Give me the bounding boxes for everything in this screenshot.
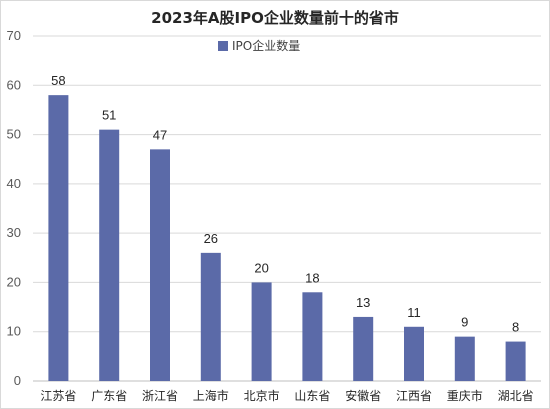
bar	[454, 336, 475, 381]
y-tick-label: 60	[7, 77, 21, 92]
bar	[99, 129, 120, 381]
y-tick-label: 50	[7, 127, 21, 142]
data-label: 9	[461, 315, 468, 330]
x-category-label: 上海市	[193, 388, 229, 403]
y-tick-label: 30	[7, 225, 21, 240]
bar	[48, 95, 69, 382]
bar	[302, 292, 323, 381]
data-label: 18	[305, 270, 319, 285]
bar	[200, 252, 221, 381]
x-category-label: 北京市	[244, 388, 280, 403]
x-category-label: 江苏省	[40, 389, 76, 403]
y-tick-label: 70	[7, 28, 21, 43]
x-category-label: 广东省	[91, 389, 127, 403]
x-category-label: 重庆市	[447, 388, 483, 403]
data-label: 51	[102, 108, 116, 123]
bar	[150, 149, 170, 381]
bar	[353, 316, 374, 381]
data-labels: 58 51 47 26 20 18 13 11 9 8	[51, 73, 519, 334]
bar	[251, 282, 272, 381]
y-tick-label: 40	[7, 176, 21, 191]
bar	[404, 326, 424, 381]
y-axis-ticks: 0 10 20 30 40 50 60 70	[7, 28, 21, 388]
data-label: 8	[512, 320, 519, 335]
bars	[48, 95, 526, 382]
legend-label: IPO企业数量	[232, 38, 300, 53]
x-axis-categories: 江苏省 广东省 浙江省 上海市 北京市 山东省 安徽省 江西省 重庆市 湖北省	[40, 388, 533, 403]
chart-title: 2023年A股IPO企业数量前十的省市	[151, 9, 399, 27]
x-category-label: 湖北省	[498, 388, 534, 403]
data-label: 11	[407, 305, 421, 320]
x-category-label: 江西省	[396, 389, 432, 403]
data-label: 13	[356, 295, 370, 310]
x-category-label: 浙江省	[142, 389, 178, 403]
data-label: 58	[51, 73, 65, 88]
legend: IPO企业数量	[218, 38, 300, 53]
data-label: 26	[204, 231, 218, 246]
data-label: 20	[254, 260, 268, 275]
bar	[505, 341, 526, 381]
legend-swatch	[218, 41, 228, 51]
y-tick-label: 10	[7, 324, 21, 339]
x-category-label: 山东省	[294, 389, 330, 403]
y-tick-label: 0	[14, 373, 21, 388]
x-category-label: 安徽省	[345, 388, 381, 403]
data-label: 47	[153, 127, 167, 142]
y-tick-label: 20	[7, 274, 21, 289]
